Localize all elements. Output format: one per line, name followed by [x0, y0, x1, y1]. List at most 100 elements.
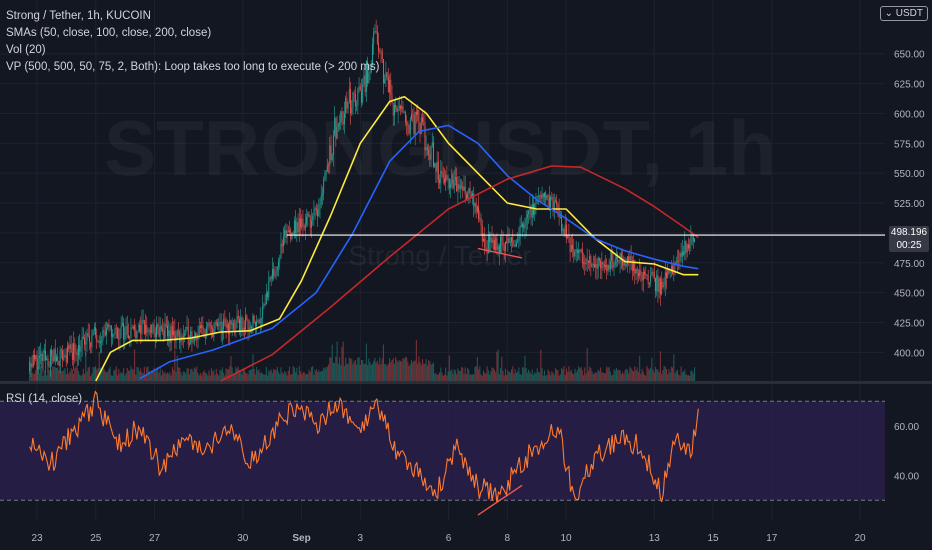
currency-unit-button[interactable]: ⌄ USDT — [879, 6, 928, 21]
volume-bar — [373, 360, 375, 381]
volume-bar — [485, 373, 487, 381]
time-tick-label: 17 — [766, 533, 778, 544]
volume-bar — [352, 364, 354, 381]
volume-bar — [303, 371, 305, 381]
candle-body — [59, 350, 61, 366]
volume-bar — [263, 374, 265, 381]
volume-bar — [428, 360, 430, 381]
volume-bar — [587, 370, 589, 381]
volume-bar — [603, 373, 605, 381]
volume-bar — [41, 357, 43, 381]
volume-bar — [523, 367, 525, 381]
time-tick-label: 8 — [505, 533, 511, 544]
candle-body — [130, 327, 132, 338]
volume-bar — [343, 365, 345, 381]
volume-bar — [634, 366, 636, 381]
volume-bar — [648, 369, 650, 381]
volume-bar — [159, 368, 161, 381]
legend-sma[interactable]: SMAs (50, close, 100, close, 200, close) — [6, 27, 212, 39]
volume-bar — [308, 369, 310, 381]
candle-body — [40, 354, 42, 356]
candle-body — [446, 175, 448, 180]
volume-bar — [435, 373, 437, 381]
candle-body — [603, 264, 605, 268]
price-tick-label: 450.00 — [894, 289, 925, 300]
drawings-layer — [286, 234, 885, 259]
candle-body — [107, 324, 109, 329]
candle-body — [647, 275, 649, 285]
candle-body — [541, 193, 543, 199]
candle-body — [148, 330, 150, 332]
volume-bar — [401, 361, 403, 381]
candle-body — [419, 122, 421, 134]
candle-body — [406, 121, 408, 124]
candle-body — [230, 320, 232, 325]
candle-body — [395, 104, 397, 108]
candle-body — [343, 113, 345, 125]
volume-bar — [209, 375, 211, 381]
volume-bar — [204, 372, 206, 381]
volume-bar — [637, 371, 639, 381]
candle-body — [306, 216, 308, 225]
candle-body — [437, 161, 439, 180]
candle-body — [67, 345, 68, 363]
volume-bar — [451, 369, 453, 381]
candle-body — [363, 75, 365, 85]
candle-body — [574, 251, 576, 257]
volume-bar — [550, 375, 552, 381]
volume-bar — [646, 366, 648, 381]
candle-body — [292, 232, 294, 234]
legend-vp[interactable]: VP (500, 500, 50, 75, 2, Both): Loop tak… — [6, 61, 380, 73]
volume-bar — [623, 374, 625, 381]
volume-bar — [318, 370, 320, 381]
volume-bar — [55, 368, 58, 381]
candle-body — [634, 260, 636, 274]
candle-body — [219, 322, 221, 324]
volume-bar — [543, 370, 546, 381]
volume-bar — [325, 367, 327, 381]
candle-body — [522, 223, 523, 228]
volume-bar — [130, 366, 132, 381]
volume-bar — [503, 375, 505, 381]
candle-body — [462, 186, 464, 191]
volume-bar — [539, 372, 541, 381]
candle-body — [553, 201, 555, 208]
legend-title[interactable]: Strong / Tether, 1h, KUCOIN — [6, 10, 151, 22]
volume-bar — [264, 374, 266, 381]
candle-body — [93, 327, 95, 331]
legend-vol[interactable]: Vol (20) — [6, 44, 46, 56]
candle-body — [202, 324, 204, 331]
volume-bar — [484, 372, 486, 381]
volume-bar — [191, 368, 193, 381]
candle-body — [514, 244, 516, 247]
candle-body — [492, 240, 494, 243]
candle-body — [422, 117, 423, 123]
volume-bar — [252, 354, 254, 381]
candle-body — [200, 325, 201, 328]
candle-body — [109, 325, 111, 327]
volume-bar — [651, 357, 653, 381]
volume-bar — [33, 373, 36, 381]
candle-body — [544, 192, 545, 198]
volume-bar — [114, 369, 116, 381]
volume-bar — [519, 373, 521, 381]
candle-body — [82, 336, 84, 339]
volume-bar — [154, 371, 156, 381]
volume-bar — [473, 374, 475, 381]
volume-bar — [287, 370, 289, 381]
candle-body — [226, 324, 228, 328]
candle-body — [143, 320, 145, 335]
volume-bar — [592, 374, 594, 381]
volume-bar — [496, 351, 498, 381]
volume-bar — [564, 374, 566, 381]
rsi-legend[interactable]: RSI (14, close) — [6, 393, 83, 405]
candle-body — [573, 249, 575, 257]
candle-body — [125, 326, 127, 329]
candle-body — [342, 121, 344, 125]
volume-bar — [153, 367, 155, 381]
volume-bar — [54, 367, 56, 381]
volume-bar — [402, 357, 404, 381]
candle-body — [583, 262, 584, 264]
candle-body — [408, 125, 410, 134]
